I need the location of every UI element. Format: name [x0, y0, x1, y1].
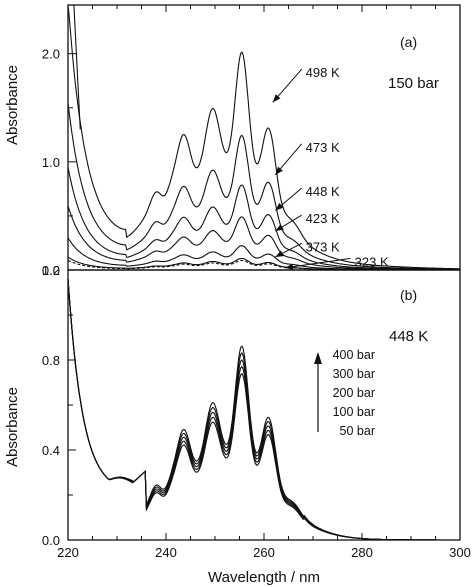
panel-b-xtick-labels: 220 240 260 280 300	[57, 545, 471, 560]
series-line-400-bar	[67, 278, 460, 541]
panel-a-ytick-label: 1.0	[42, 155, 60, 170]
series-line-200-bar	[67, 278, 460, 541]
annotation-label: 448 K	[306, 184, 340, 199]
legend-arrowhead	[314, 352, 322, 364]
panel-a-ytick-label: 0.0	[42, 263, 60, 278]
panel-b-xtick-label: 260	[253, 545, 275, 560]
panel-a-ytick-labels: 0.0 1.0 2.0	[42, 47, 60, 278]
annotation-label: 423 K	[306, 211, 340, 226]
panel-b-ytick-label: 0.0	[42, 533, 60, 548]
series-line-498-k	[67, 4, 460, 270]
panel-a-ylabel: Absorbance	[4, 65, 21, 145]
panel-a-curves	[67, 4, 461, 271]
panel-b-xlabel: Wavelength / nm	[208, 569, 320, 586]
legend-entry: 50 bar	[340, 424, 375, 438]
legend-entry: 100 bar	[333, 405, 375, 419]
annotation-arrowhead	[275, 224, 284, 232]
series-line-100-bar	[67, 278, 460, 541]
panel-b-xtick-label: 280	[351, 545, 373, 560]
legend-entry: 300 bar	[333, 367, 375, 381]
series-line-50-bar	[67, 278, 460, 541]
panel-b-frame	[67, 269, 461, 541]
annotation-arrow-line	[284, 257, 351, 269]
panel-b-xtick-label: 300	[449, 545, 471, 560]
annotation-label: 373 K	[306, 239, 340, 254]
panel-a: 0.0 1.0 2.0 498 K 473 K 448 K 423 K 373 K 323 K…	[4, 4, 461, 278]
panel-b-ylabel: Absorbance	[4, 387, 21, 467]
annotation-arrowhead	[275, 166, 283, 175]
panel-b-curves	[67, 278, 460, 541]
series-line-373-k	[67, 237, 460, 271]
panel-b-ticks	[67, 269, 461, 541]
panel-b-ytick-label: 1.2	[42, 263, 60, 278]
series-line-473-k	[67, 102, 461, 270]
series-line-edge	[73, 4, 81, 130]
annotation-arrowhead	[275, 202, 284, 211]
annotation-arrowhead	[275, 250, 284, 258]
panel-b-xtick-label: 240	[155, 545, 177, 560]
legend-entry: 400 bar	[333, 348, 375, 362]
annotation-label: 323 K	[355, 254, 389, 269]
annotation-label: 498 K	[306, 65, 340, 80]
panel-a-annotations: 498 K 473 K 448 K 423 K 373 K 323 K	[272, 65, 389, 270]
panel-a-ticks	[67, 5, 461, 271]
panel-a-label: (a)	[400, 34, 417, 50]
legend-entry: 200 bar	[333, 386, 375, 400]
annotation-arrowhead	[272, 94, 281, 103]
panel-a-condition: 150 bar	[388, 75, 439, 92]
panel-b: 0.0 0.4 0.8 1.2 220 240 260 280 300 400 bar 300 …	[4, 263, 471, 586]
annotation-label: 473 K	[306, 140, 340, 155]
panel-b-xtick-label: 220	[57, 545, 79, 560]
series-line-448-k	[67, 166, 460, 271]
panel-b-ytick-labels: 0.0 0.4 0.8 1.2	[42, 263, 60, 548]
annotation-arrowhead	[285, 263, 294, 270]
panel-b-ytick-label: 0.8	[42, 353, 60, 368]
series-line-300-bar	[67, 278, 460, 541]
panel-b-ytick-label: 0.4	[42, 443, 60, 458]
panel-b-legend: 400 bar 300 bar 200 bar 100 bar 50 bar	[314, 348, 375, 438]
panel-a-ytick-label: 2.0	[42, 47, 60, 62]
panel-b-condition: 448 K	[389, 328, 428, 345]
panel-b-label: (b)	[400, 287, 417, 303]
